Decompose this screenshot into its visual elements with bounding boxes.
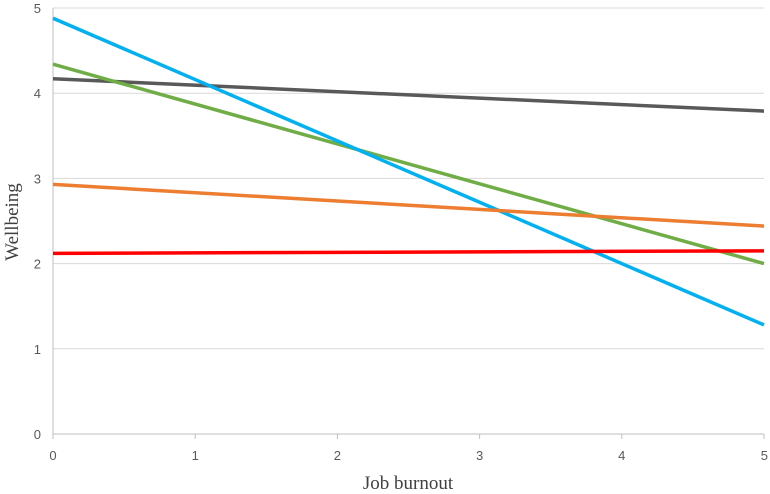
- x-tick-label: 5: [761, 448, 768, 463]
- series-line-4: [52, 182, 765, 228]
- x-tick-label: 4: [618, 448, 625, 463]
- x-axis-ticks: 0 1 2 3 4 5: [49, 434, 768, 463]
- series-line-2: [52, 62, 765, 266]
- x-tick-label: 0: [49, 448, 56, 463]
- series-line-5: [52, 249, 765, 256]
- x-tick-label: 3: [476, 448, 483, 463]
- y-axis-title: Wellbeing: [2, 183, 23, 261]
- x-tick-label: 1: [192, 448, 199, 463]
- y-tick-label: 5: [34, 1, 41, 16]
- y-tick-label: 1: [34, 342, 41, 357]
- series-lines: [52, 16, 765, 327]
- series-line-1: [52, 76, 765, 113]
- x-tick-label: 2: [334, 448, 341, 463]
- y-tick-label: 3: [34, 171, 41, 186]
- y-tick-label: 0: [34, 427, 41, 442]
- y-tick-label: 4: [34, 86, 41, 101]
- gridlines: [53, 7, 764, 350]
- series-line-3: [52, 16, 765, 327]
- x-axis-title: Job burnout: [363, 473, 454, 494]
- y-tick-label: 2: [34, 257, 41, 272]
- y-axis-ticks: 0 1 2 3 4 5: [34, 1, 41, 442]
